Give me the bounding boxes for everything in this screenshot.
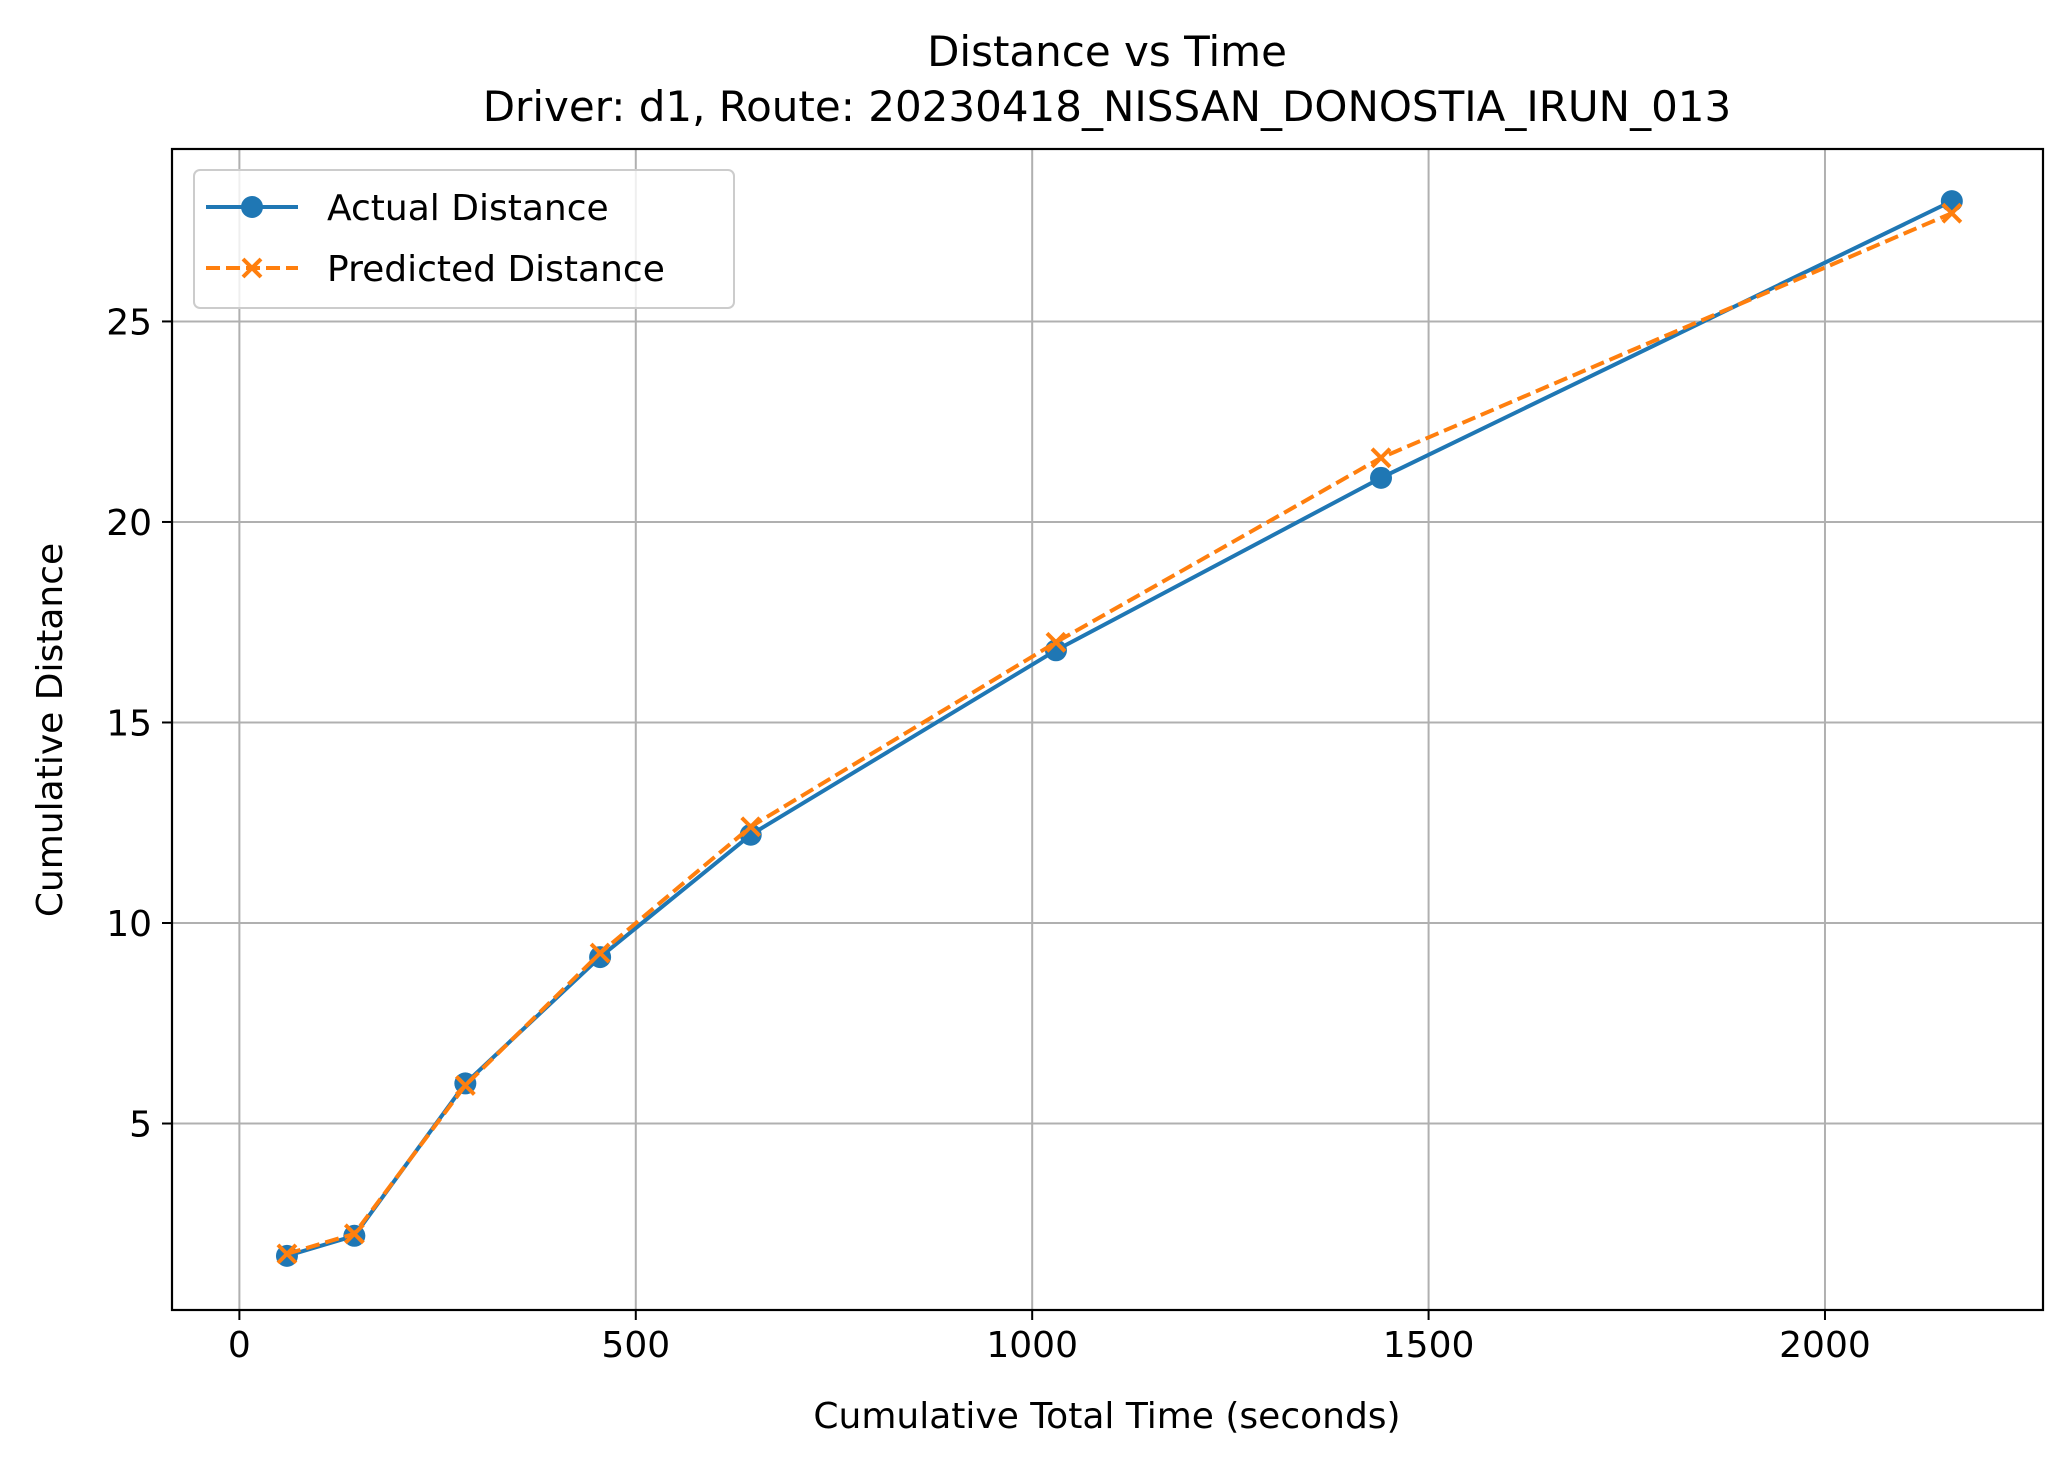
y-tick-label: 25 — [106, 302, 152, 343]
legend: Actual Distance Predicted Distance — [193, 169, 735, 309]
series-line-predicted-distance — [286, 211, 1953, 1256]
series-predicted-distance — [276, 202, 1963, 1265]
chart-title: Distance vs Time — [927, 27, 1287, 76]
data-point-predicted-distance — [276, 1243, 298, 1265]
x-tick-label: 500 — [601, 1325, 670, 1366]
data-point-predicted-distance — [1370, 447, 1392, 469]
data-point-predicted-distance — [589, 942, 611, 964]
data-point-predicted-distance — [343, 1223, 365, 1245]
series-actual-distance — [275, 190, 1963, 1267]
y-tick-label: 20 — [106, 503, 152, 544]
data-point-predicted-distance — [1941, 202, 1963, 224]
data-point-predicted-distance — [740, 816, 762, 838]
x-tick-label: 1000 — [986, 1325, 1078, 1366]
y-tick-label: 5 — [129, 1105, 152, 1146]
x-tick-label: 1500 — [1383, 1325, 1475, 1366]
legend-label-actual: Actual Distance — [327, 188, 609, 229]
series-layer — [275, 190, 1963, 1267]
legend-box — [193, 169, 735, 309]
legend-marker-actual — [241, 196, 263, 218]
grid — [172, 149, 2043, 1310]
legend-x-marker — [241, 257, 263, 279]
y-tick-label: 10 — [106, 904, 152, 945]
x-axis-label: Cumulative Total Time (seconds) — [813, 1396, 1400, 1437]
legend-label-predicted: Predicted Distance — [327, 249, 665, 290]
data-point-actual-distance — [1940, 190, 1963, 213]
y-tick-label: 15 — [106, 703, 152, 744]
data-point-actual-distance — [589, 946, 612, 969]
legend-marker-predicted — [241, 257, 263, 279]
data-point-actual-distance — [1370, 466, 1393, 489]
data-point-actual-distance — [739, 823, 762, 846]
y-axis-label: Cumulative Distance — [30, 543, 71, 917]
x-tick-label: 2000 — [1779, 1325, 1871, 1366]
plot-frame — [170, 147, 2045, 1312]
series-line-actual-distance — [286, 199, 1953, 1258]
axis-ticks: 0 500 1000 1500 2000 5 10 15 20 25 — [106, 302, 1871, 1366]
x-tick-label: 0 — [228, 1325, 251, 1366]
chart-subtitle: Driver: d1, Route: 20230418_NISSAN_DONOS… — [483, 82, 1732, 131]
data-point-predicted-distance — [1045, 631, 1067, 653]
data-point-predicted-distance — [454, 1075, 476, 1096]
